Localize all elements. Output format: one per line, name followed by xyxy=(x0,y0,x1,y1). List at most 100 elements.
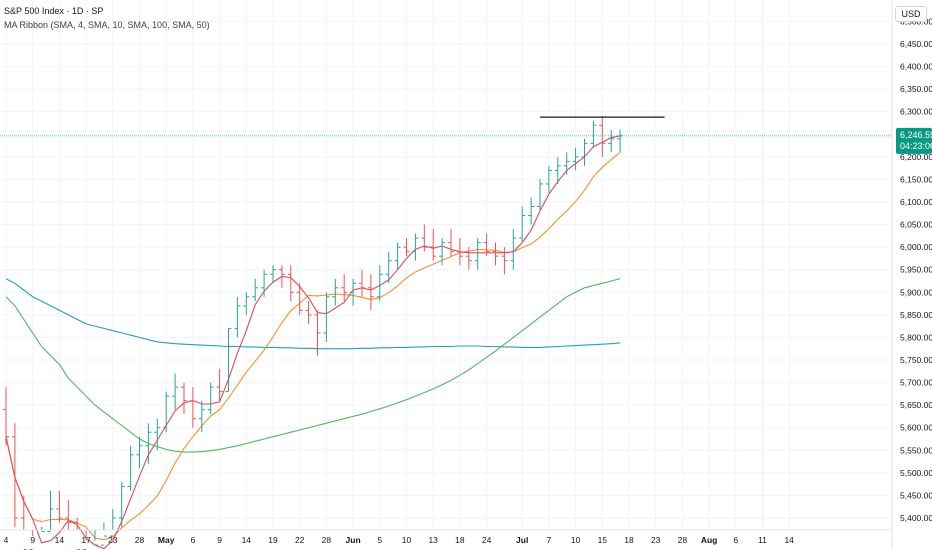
time-tick-label: 28 xyxy=(678,535,688,545)
time-tick-label: 19 xyxy=(268,535,278,545)
ohlc-bar xyxy=(11,423,18,528)
ohlc-bar xyxy=(47,490,54,533)
symbol-title[interactable]: S&P 500 Index · 1D · SP xyxy=(4,6,104,16)
ohlc-bar xyxy=(20,495,27,550)
ohlc-bar xyxy=(172,373,179,410)
ohlc-bar xyxy=(376,265,383,302)
ohlc-bar xyxy=(270,265,276,284)
price-tick-label: 5,450.00 xyxy=(900,490,932,500)
time-tick-label: 18 xyxy=(624,535,634,545)
time-axis: 4 9 14 17 23 28 May 6 9 14 19 22 28 Jun 5 10 13 18 24 Jul 7 1… xyxy=(4,535,795,545)
price-tick-label: 6,400.00 xyxy=(900,62,932,72)
time-tick-label: 4 xyxy=(4,535,9,545)
ohlc-bar xyxy=(608,129,615,153)
ohlc-bar xyxy=(100,522,107,546)
price-tick-label: 5,500.00 xyxy=(900,468,932,478)
ohlc-bar xyxy=(332,278,339,306)
ohlc-bar xyxy=(572,147,579,171)
indicator-label[interactable]: MA Ribbon (SMA, 4, SMA, 10, SMA, 100, SM… xyxy=(4,20,210,30)
time-tick-label: 5 xyxy=(377,535,382,545)
price-tick-label: 6,150.00 xyxy=(900,174,932,184)
sma10-line xyxy=(5,152,621,541)
time-tick-label: 22 xyxy=(295,535,305,545)
time-tick-label: 28 xyxy=(135,535,145,545)
ohlc-bar xyxy=(519,206,526,243)
price-tick-label: 5,700.00 xyxy=(900,378,932,388)
ohlc-bar xyxy=(465,247,472,270)
moving-average-lines xyxy=(5,135,621,550)
ohlc-bar xyxy=(456,238,463,266)
ohlc-bar xyxy=(394,242,401,270)
ohlc-bar xyxy=(189,387,196,428)
time-tick-label: 17 xyxy=(81,535,91,545)
ohlc-bar xyxy=(385,251,392,284)
ohlc-bar xyxy=(341,274,348,302)
time-tick-label: 23 xyxy=(108,535,118,545)
time-tick-label: 14 xyxy=(242,535,252,545)
time-tick-label: 13 xyxy=(428,535,438,545)
ohlc-bar xyxy=(581,138,588,166)
ohlc-bar xyxy=(403,238,410,257)
ohlc-bar xyxy=(287,265,294,302)
time-tick-label: 24 xyxy=(482,535,492,545)
ohlc-bar xyxy=(430,229,437,261)
ohlc-bar xyxy=(225,327,232,393)
bar-countdown: 04:23:06 xyxy=(900,141,932,151)
ohlc-bar xyxy=(163,391,170,433)
currency-selector[interactable]: USD xyxy=(895,6,927,22)
ohlc-bars xyxy=(3,116,624,550)
price-tick-label: 5,900.00 xyxy=(900,287,932,297)
price-tick-label: 6,050.00 xyxy=(900,220,932,230)
ohlc-bar xyxy=(492,242,499,266)
overlays xyxy=(0,116,892,137)
ohlc-bar xyxy=(207,382,214,415)
current-price-tag xyxy=(896,127,932,154)
ohlc-bar xyxy=(359,269,365,297)
ohlc-bar xyxy=(554,156,561,184)
time-tick-label: Jul xyxy=(516,535,528,545)
ohlc-bar xyxy=(127,445,134,491)
ohlc-bar xyxy=(118,481,125,528)
ohlc-bar xyxy=(181,382,187,415)
ohlc-bar xyxy=(448,229,454,257)
ohlc-bar xyxy=(528,197,535,225)
time-tick-label: Aug xyxy=(701,535,718,545)
ohlc-bar xyxy=(65,499,72,530)
price-tick-label: 5,600.00 xyxy=(900,423,932,433)
ohlc-bar xyxy=(74,518,81,550)
ohlc-bar xyxy=(350,278,357,306)
price-tick-label: 6,300.00 xyxy=(900,107,932,117)
ohlc-bar xyxy=(439,238,446,266)
ohlc-bar xyxy=(94,530,98,546)
ohlc-bar xyxy=(367,274,374,311)
time-tick-label: 28 xyxy=(322,535,332,545)
time-tick-label: Jun xyxy=(346,535,361,545)
price-tick-label: 6,450.00 xyxy=(900,39,932,49)
price-tick-label: 6,100.00 xyxy=(900,197,932,207)
ohlc-bar xyxy=(323,292,330,342)
time-tick-label: May xyxy=(158,535,175,545)
ohlc-bar xyxy=(483,233,490,257)
price-tick-label: 6,000.00 xyxy=(900,242,932,252)
time-tick-label: 14 xyxy=(784,535,794,545)
time-tick-label: 6 xyxy=(191,535,196,545)
ohlc-bar xyxy=(56,490,63,523)
ohlc-bar xyxy=(243,292,250,315)
time-tick-label: 10 xyxy=(402,535,412,545)
ohlc-bar xyxy=(617,129,624,153)
ohlc-bar xyxy=(261,269,268,297)
sma50-line xyxy=(5,278,621,453)
price-tick-label: 5,400.00 xyxy=(900,513,932,523)
ohlc-bar xyxy=(278,265,285,288)
time-tick-label: 18 xyxy=(455,535,465,545)
price-tick-label: 5,750.00 xyxy=(900,355,932,365)
time-tick-label: 15 xyxy=(598,535,608,545)
time-tick-label: 14 xyxy=(55,535,65,545)
chart-legend: S&P 500 Index · 1D · SP MA Ribbon (SMA, … xyxy=(4,4,210,32)
price-tick-label: 5,800.00 xyxy=(900,332,932,342)
time-tick-label: 9 xyxy=(217,535,222,545)
ohlc-bar xyxy=(510,229,517,270)
ohlc-bar xyxy=(501,247,508,275)
ohlc-bar xyxy=(314,310,321,356)
